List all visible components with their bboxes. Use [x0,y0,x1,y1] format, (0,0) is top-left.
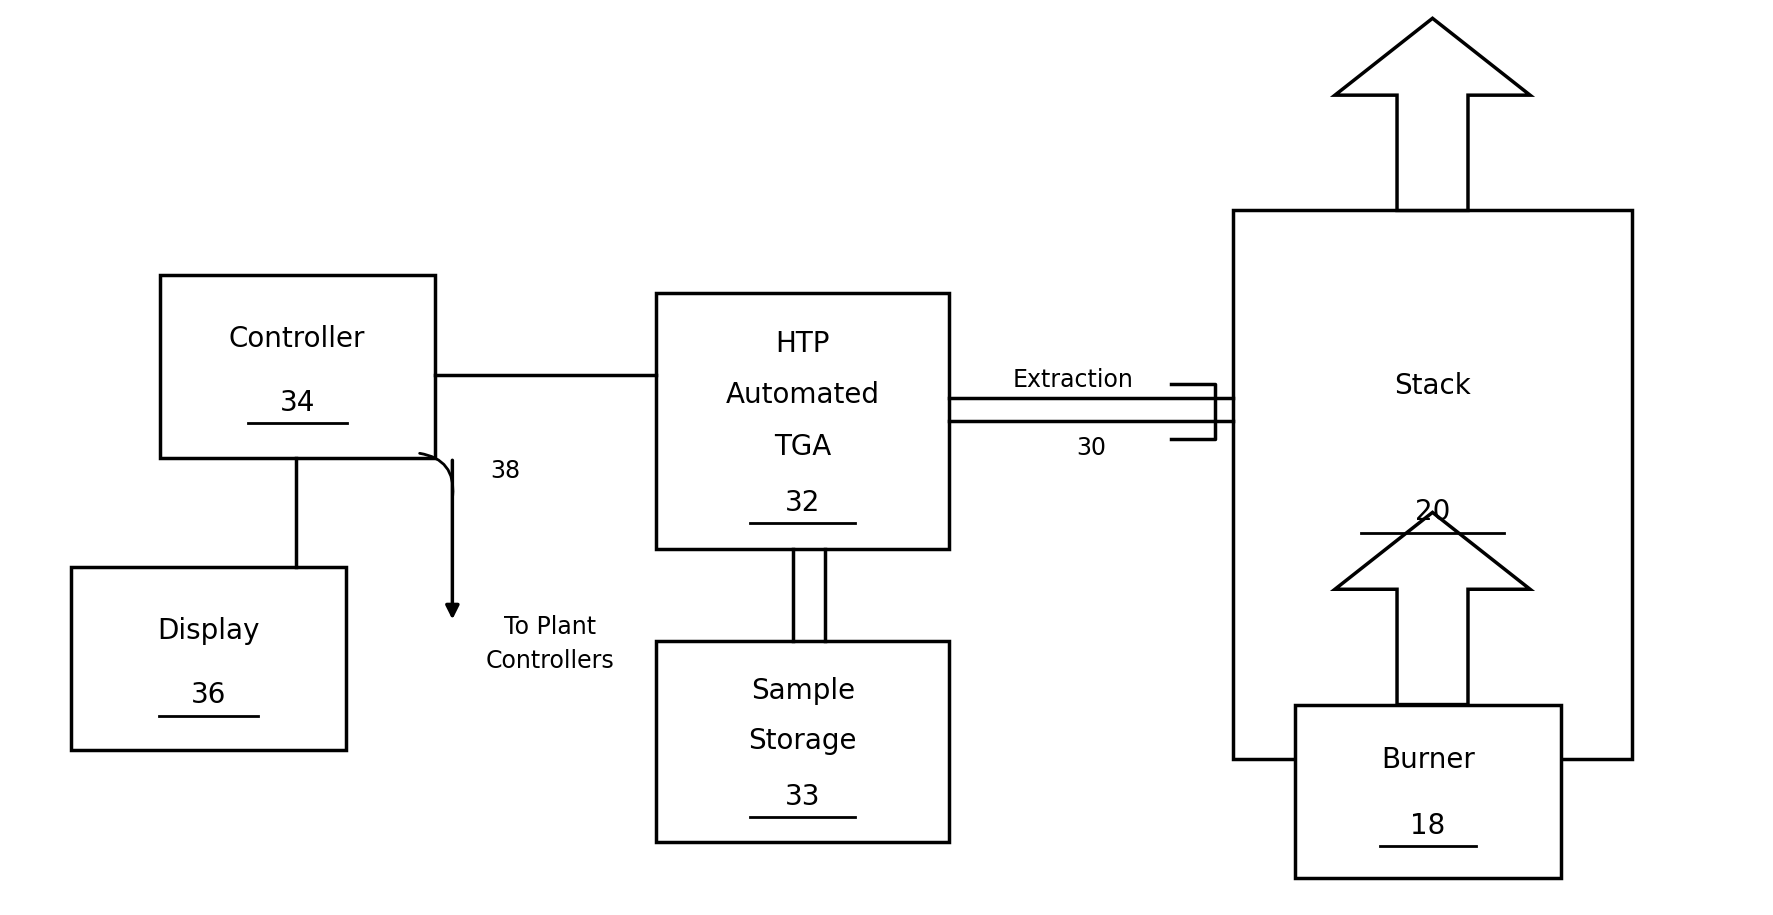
Text: 33: 33 [784,782,821,811]
Text: Sample: Sample [750,677,855,705]
Text: HTP: HTP [775,330,830,358]
Bar [160,274,434,458]
Bar [71,567,346,750]
Bar [656,640,949,842]
Text: 30: 30 [1076,436,1105,460]
Text: 18: 18 [1410,813,1445,840]
Text: Controller: Controller [229,325,365,352]
Text: TGA: TGA [773,433,832,460]
Text: 36: 36 [191,682,225,709]
Text: 20: 20 [1415,499,1449,526]
Text: 32: 32 [785,489,819,517]
Polygon shape [1333,18,1528,210]
Bar [656,293,949,549]
Text: Display: Display [158,618,259,645]
Bar [1232,210,1631,759]
Text: Storage: Storage [748,727,856,755]
Text: Burner: Burner [1381,746,1473,774]
Text: Extraction: Extraction [1012,368,1133,392]
Text: To Plant: To Plant [504,615,596,639]
Text: 38: 38 [491,459,519,483]
Text: Controllers: Controllers [486,649,613,673]
Text: 34: 34 [280,389,314,416]
Polygon shape [1333,512,1528,705]
Bar [1294,705,1560,878]
Text: Stack: Stack [1394,372,1470,400]
Text: Automated: Automated [725,382,879,409]
FancyArrowPatch shape [420,453,452,496]
